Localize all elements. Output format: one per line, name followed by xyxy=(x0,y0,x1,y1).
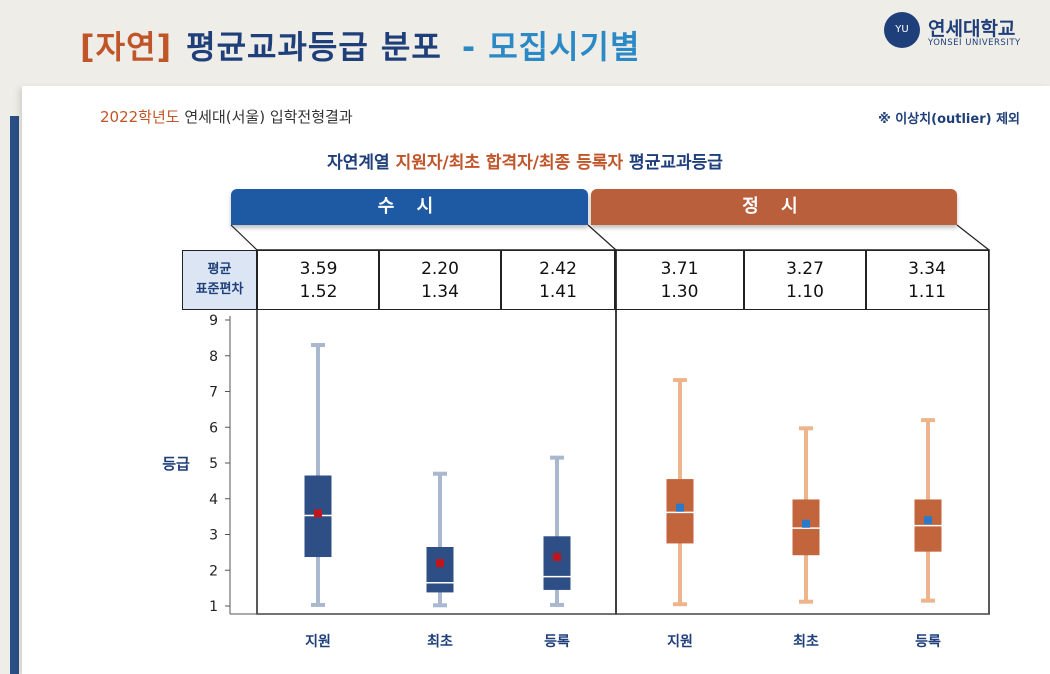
chart-title: 자연계열 지원자/최초 합격자/최종 등록자 평균교과등급 xyxy=(0,148,1050,173)
stat-sd: 1.30 xyxy=(660,282,699,302)
connector-line xyxy=(587,224,617,251)
y-axis-label: 등급 xyxy=(162,455,190,473)
mean-marker xyxy=(924,516,932,525)
stat-sd: 1.34 xyxy=(421,282,459,302)
yonsei-logo: YU 연세대학교 YONSEI UNIVERSITY xyxy=(884,12,1044,52)
box xyxy=(543,536,571,590)
stat-mean: 2.20 xyxy=(421,259,459,279)
mean-marker xyxy=(676,503,684,512)
title-bar: [자연] 평균교과등급 분포 - 모집시기별 YU 연세대학교 YONSEI UNI… xyxy=(0,0,1050,80)
university-seal-icon: YU xyxy=(884,12,920,48)
page-title: [자연] 평균교과등급 분포 - 모집시기별 xyxy=(80,22,640,68)
box xyxy=(426,547,454,593)
x-category-label: 지원 xyxy=(305,634,331,650)
y-tick-label: 2 xyxy=(209,563,218,579)
sd-label: 표준편차 xyxy=(195,282,244,297)
chart-title-pre: 자연계열 xyxy=(327,153,396,173)
susi-banner: 수 시 xyxy=(231,189,588,225)
y-tick-label: 4 xyxy=(209,492,218,508)
chart-title-post: 평균교과등급 xyxy=(623,153,723,173)
chart-title-highlight: 지원자/최초 합격자/최종 등록자 xyxy=(395,153,624,173)
source-label: 연세대(서울) 입학전형결과 xyxy=(184,108,353,126)
logo-english-name: YONSEI UNIVERSITY xyxy=(928,38,1021,48)
y-tick-label: 7 xyxy=(209,385,218,401)
y-tick-label: 1 xyxy=(209,599,218,615)
mean-marker xyxy=(553,553,561,562)
title-subtitle: - 모집시기별 xyxy=(461,28,641,66)
stat-mean: 2.42 xyxy=(539,259,577,279)
title-text: 평균교과등급 분포 xyxy=(186,28,442,66)
stat-sd: 1.11 xyxy=(908,282,946,302)
mean-marker xyxy=(802,519,810,528)
stats-row-label: 평균 표준편차 xyxy=(182,250,257,310)
outlier-note: ※ 이상치(outlier) 제외 xyxy=(878,112,1020,127)
stat-mean: 3.27 xyxy=(786,259,824,279)
stat-sd: 1.10 xyxy=(786,282,824,302)
x-category-label: 지원 xyxy=(667,634,693,650)
y-tick-label: 3 xyxy=(209,528,218,544)
x-category-label: 최초 xyxy=(793,634,819,650)
logo-korean-name: 연세대학교 xyxy=(928,18,1016,40)
mean-marker xyxy=(314,509,322,518)
y-tick-label: 5 xyxy=(209,456,218,472)
mean-marker xyxy=(436,559,444,568)
stat-mean: 3.59 xyxy=(299,259,338,279)
stat-sd: 1.41 xyxy=(539,282,577,302)
stat-sd: 1.52 xyxy=(299,282,338,302)
stat-mean: 3.34 xyxy=(908,259,946,279)
jeongsi-panel-frame xyxy=(615,249,990,615)
title-tag: [자연] xyxy=(80,28,173,66)
side-accent-bar xyxy=(10,116,19,674)
mean-label: 평균 xyxy=(207,262,232,277)
x-category-label: 최초 xyxy=(427,634,453,650)
year-label: 2022학년도 xyxy=(100,108,180,126)
y-tick-label: 6 xyxy=(209,420,218,436)
jeongsi-banner: 정 시 xyxy=(591,189,957,225)
x-category-label: 등록 xyxy=(915,634,941,650)
x-category-label: 등록 xyxy=(544,634,570,650)
connector-line xyxy=(230,224,258,251)
connector-line xyxy=(956,224,990,251)
y-tick-label: 9 xyxy=(209,313,218,329)
y-tick-label: 8 xyxy=(209,349,218,365)
chart-card xyxy=(22,86,1050,674)
year-source-label: 2022학년도 연세대(서울) 입학전형결과 xyxy=(100,106,353,127)
stat-mean: 3.71 xyxy=(660,259,699,279)
